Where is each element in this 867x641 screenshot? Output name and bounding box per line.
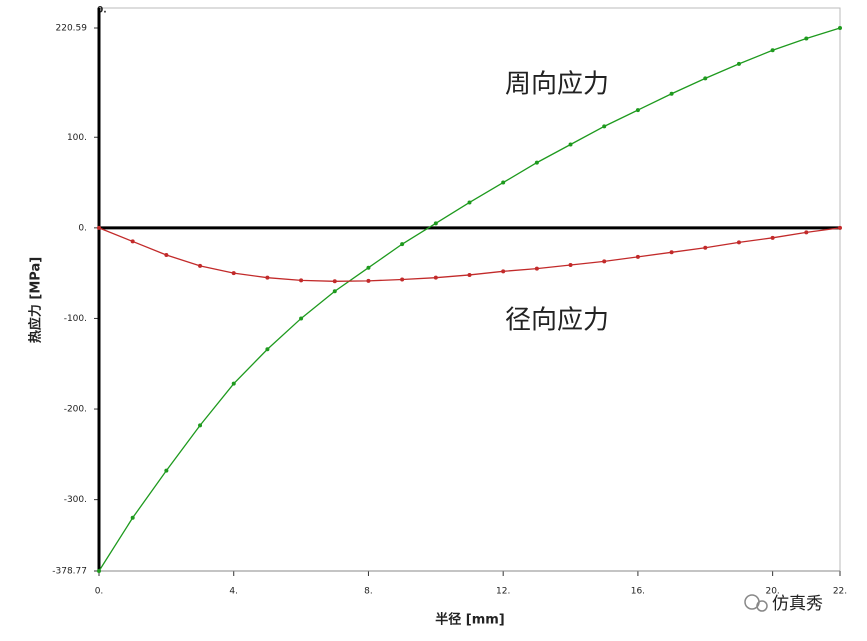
data-point	[366, 278, 371, 283]
x-tick-label: 0.	[95, 587, 104, 597]
data-point	[97, 569, 101, 573]
data-point	[703, 245, 708, 250]
y-tick-label: -300.	[64, 495, 87, 505]
data-point	[400, 277, 405, 282]
data-point	[130, 239, 135, 244]
data-point	[433, 221, 438, 226]
data-point	[467, 272, 472, 277]
data-point	[164, 468, 169, 473]
y-tick-label: 220.59	[56, 24, 88, 34]
x-tick-label: 20.	[765, 587, 779, 597]
data-point	[602, 259, 607, 264]
x-tick-label: 16.	[631, 587, 645, 597]
y-axis-label: 热应力 [MPa]	[28, 257, 44, 343]
data-point	[164, 253, 169, 258]
x-tick-label: 12.	[496, 587, 510, 597]
data-point	[736, 240, 741, 245]
y-tick-label: -200.	[64, 405, 87, 415]
data-point	[534, 266, 539, 271]
data-point	[332, 279, 337, 284]
data-point	[770, 48, 775, 53]
x-tick-label: 22.	[833, 587, 847, 597]
data-point	[736, 61, 741, 66]
series-line	[98, 27, 841, 572]
data-point	[534, 160, 539, 165]
data-point	[198, 263, 203, 268]
data-point	[332, 289, 337, 294]
data-point	[568, 142, 573, 147]
y-tick-label: -378.77	[52, 567, 87, 577]
plot-frame	[98, 7, 841, 572]
data-point	[703, 76, 708, 81]
data-point	[299, 278, 304, 283]
data-point	[501, 269, 506, 274]
data-point	[635, 108, 640, 113]
data-point	[669, 250, 674, 255]
data-point	[804, 36, 809, 41]
data-point	[602, 124, 607, 129]
y-tick-label: -100.	[64, 314, 87, 324]
y-tick-label: 100.	[67, 133, 87, 143]
data-point	[467, 200, 472, 205]
data-point	[366, 265, 371, 270]
data-point	[231, 381, 236, 386]
data-point	[433, 275, 438, 280]
data-point	[400, 242, 405, 247]
data-point	[838, 225, 842, 230]
data-point	[130, 515, 135, 520]
annotation: 径向应力	[505, 306, 609, 336]
corner-label: 0.	[97, 6, 107, 16]
data-point	[635, 254, 640, 259]
watermark-icon	[744, 594, 768, 612]
data-point	[804, 230, 809, 235]
data-point	[568, 262, 573, 267]
x-axis-label: 半径 [mm]	[435, 612, 505, 628]
watermark: 仿真秀	[772, 594, 823, 614]
annotation: 周向应力	[505, 70, 609, 100]
data-point	[265, 347, 270, 352]
data-point	[265, 275, 270, 280]
x-tick-label: 8.	[364, 587, 373, 597]
data-point	[501, 180, 506, 185]
data-point	[669, 91, 674, 96]
data-point	[770, 235, 775, 240]
y-tick-label: 0.	[78, 223, 87, 233]
data-point	[838, 26, 842, 30]
x-tick-label: 4.	[229, 587, 238, 597]
data-point	[231, 271, 236, 276]
data-point	[299, 316, 304, 321]
data-point	[97, 225, 101, 230]
data-point	[198, 423, 203, 428]
